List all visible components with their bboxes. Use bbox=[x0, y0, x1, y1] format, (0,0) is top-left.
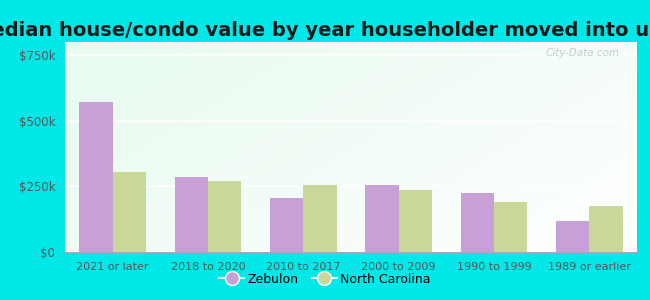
Bar bbox=[556, 220, 590, 252]
Bar bbox=[79, 102, 112, 252]
Bar bbox=[365, 185, 398, 252]
Bar bbox=[208, 181, 241, 252]
Bar bbox=[270, 198, 304, 252]
Bar bbox=[112, 172, 146, 252]
Bar bbox=[175, 177, 208, 252]
Legend: Zebulon, North Carolina: Zebulon, North Carolina bbox=[214, 268, 436, 291]
Text: Median house/condo value by year householder moved into unit: Median house/condo value by year househo… bbox=[0, 21, 650, 40]
Bar bbox=[304, 185, 337, 252]
Bar bbox=[590, 206, 623, 252]
Bar bbox=[398, 190, 432, 252]
Text: City-Data.com: City-Data.com bbox=[546, 48, 620, 58]
Bar bbox=[461, 193, 494, 252]
Bar bbox=[494, 202, 527, 252]
